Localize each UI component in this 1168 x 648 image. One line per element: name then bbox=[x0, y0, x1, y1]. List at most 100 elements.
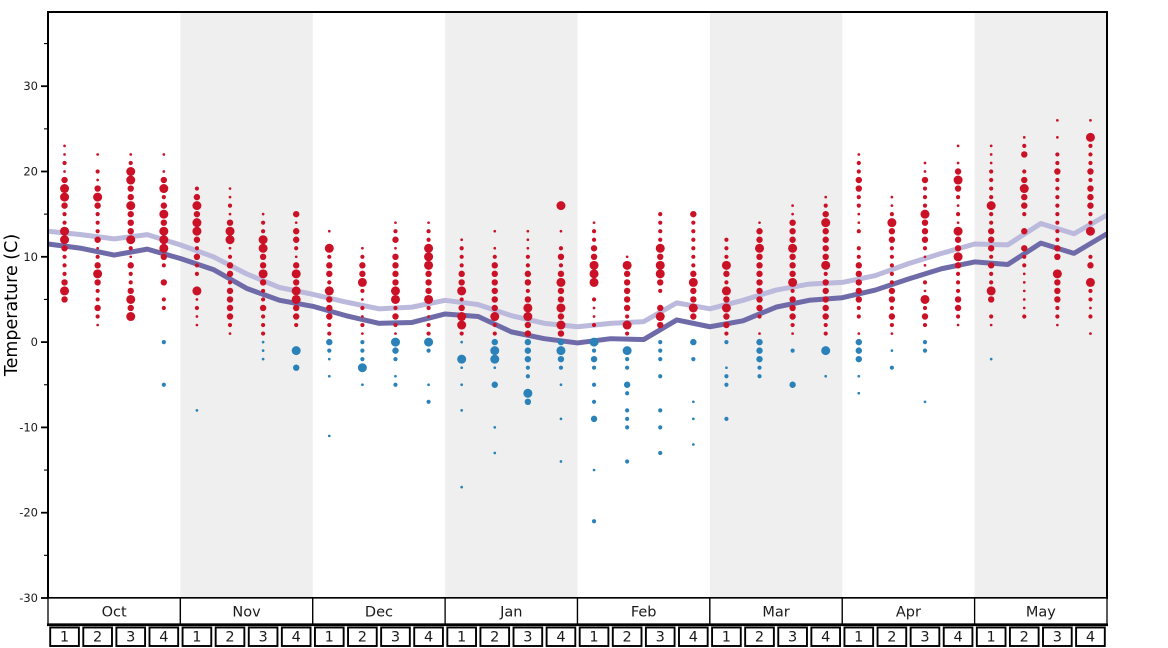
warm-temp-dot bbox=[921, 219, 929, 226]
cold-temp-dot bbox=[857, 391, 861, 395]
warm-temp-dot bbox=[226, 313, 234, 320]
warm-temp-dot bbox=[490, 312, 500, 322]
week-label: 2 bbox=[755, 630, 764, 646]
warm-temp-dot bbox=[955, 288, 961, 294]
warm-temp-dot bbox=[557, 330, 565, 337]
warm-temp-dot bbox=[327, 331, 332, 336]
cold-temp-dot bbox=[327, 348, 332, 353]
warm-temp-dot bbox=[955, 271, 961, 276]
warm-temp-dot bbox=[227, 322, 233, 328]
warm-temp-dot bbox=[857, 332, 861, 335]
cold-temp-dot bbox=[525, 365, 530, 370]
cold-temp-dot bbox=[756, 355, 763, 363]
warm-temp-dot bbox=[889, 254, 894, 259]
warm-temp-dot bbox=[95, 254, 100, 259]
cold-temp-dot bbox=[524, 347, 532, 354]
warm-temp-dot bbox=[989, 186, 994, 191]
warm-temp-dot bbox=[424, 252, 434, 262]
warm-temp-dot bbox=[424, 260, 434, 270]
warm-temp-dot bbox=[1019, 184, 1029, 194]
y-tick-label: -10 bbox=[19, 420, 38, 434]
warm-temp-dot bbox=[126, 201, 136, 211]
warm-temp-dot bbox=[1087, 262, 1094, 269]
warm-temp-dot bbox=[956, 323, 960, 327]
warm-temp-dot bbox=[855, 262, 862, 269]
warm-temp-dot bbox=[989, 161, 993, 165]
warm-temp-dot bbox=[291, 286, 301, 296]
warm-temp-dot bbox=[326, 270, 333, 278]
cold-temp-dot bbox=[161, 340, 166, 345]
warm-temp-dot bbox=[293, 262, 300, 269]
cold-temp-dot bbox=[524, 355, 532, 363]
warm-temp-dot bbox=[225, 226, 235, 236]
warm-temp-dot bbox=[856, 160, 861, 166]
warm-temp-dot bbox=[755, 243, 765, 253]
cold-temp-dot bbox=[360, 348, 365, 353]
warm-temp-dot bbox=[556, 320, 566, 330]
cold-temp-dot bbox=[658, 340, 663, 345]
warm-temp-dot bbox=[923, 263, 927, 267]
month-label: May bbox=[1026, 605, 1056, 621]
cold-temp-dot bbox=[889, 365, 894, 370]
cold-temp-dot bbox=[559, 383, 563, 387]
warm-temp-dot bbox=[94, 202, 101, 209]
warm-temp-dot bbox=[956, 221, 960, 225]
warm-temp-dot bbox=[93, 192, 103, 202]
warm-temp-dot bbox=[127, 185, 134, 192]
cold-temp-dot bbox=[625, 391, 630, 396]
warm-temp-dot bbox=[1055, 237, 1060, 242]
warm-temp-dot bbox=[889, 263, 894, 268]
warm-temp-dot bbox=[492, 254, 497, 259]
warm-temp-dot bbox=[655, 269, 665, 279]
warm-temp-dot bbox=[426, 305, 431, 311]
warm-temp-dot bbox=[492, 331, 497, 336]
cold-temp-dot bbox=[855, 355, 862, 363]
warm-temp-dot bbox=[824, 195, 828, 199]
warm-temp-dot bbox=[857, 153, 861, 156]
warm-temp-dot bbox=[921, 313, 929, 320]
cold-temp-dot bbox=[293, 364, 300, 371]
warm-temp-dot bbox=[791, 212, 794, 216]
warm-temp-dot bbox=[324, 243, 334, 253]
warm-temp-dot bbox=[591, 297, 597, 302]
warm-temp-dot bbox=[524, 296, 532, 303]
warm-temp-dot bbox=[823, 203, 828, 208]
warm-temp-dot bbox=[690, 287, 697, 295]
warm-temp-dot bbox=[557, 287, 565, 295]
warm-temp-dot bbox=[790, 288, 795, 294]
warm-temp-dot bbox=[327, 280, 332, 285]
warm-temp-dot bbox=[360, 322, 365, 328]
warm-temp-dot bbox=[954, 304, 962, 312]
warm-temp-dot bbox=[261, 314, 266, 319]
warm-temp-dot bbox=[623, 287, 631, 295]
warm-temp-dot bbox=[294, 322, 299, 328]
warm-temp-dot bbox=[657, 253, 664, 260]
week-cell bbox=[314, 626, 345, 647]
warm-temp-dot bbox=[524, 321, 532, 329]
warm-temp-dot bbox=[126, 312, 136, 322]
warm-temp-dot bbox=[1055, 229, 1060, 234]
warm-temp-dot bbox=[592, 306, 596, 310]
warm-temp-dot bbox=[721, 286, 731, 296]
warm-temp-dot bbox=[658, 237, 663, 242]
warm-temp-dot bbox=[1087, 185, 1094, 192]
cold-temp-dot bbox=[524, 398, 532, 406]
warm-temp-dot bbox=[954, 262, 962, 269]
warm-temp-dot bbox=[227, 254, 233, 259]
warm-temp-dot bbox=[922, 305, 928, 311]
warm-temp-dot bbox=[756, 253, 763, 260]
warm-temp-dot bbox=[855, 270, 862, 278]
cold-temp-dot bbox=[261, 340, 265, 344]
warm-temp-dot bbox=[523, 303, 533, 313]
warm-temp-dot bbox=[589, 269, 599, 279]
month-cell bbox=[312, 597, 446, 625]
warm-temp-dot bbox=[822, 279, 829, 286]
warm-temp-dot bbox=[989, 177, 994, 183]
warm-temp-dot bbox=[161, 263, 166, 268]
warm-temp-dot bbox=[1022, 143, 1027, 149]
warm-temp-dot bbox=[159, 209, 169, 219]
week-label: 3 bbox=[391, 630, 400, 646]
cold-temp-dot bbox=[357, 363, 367, 373]
warm-temp-dot bbox=[856, 169, 861, 174]
